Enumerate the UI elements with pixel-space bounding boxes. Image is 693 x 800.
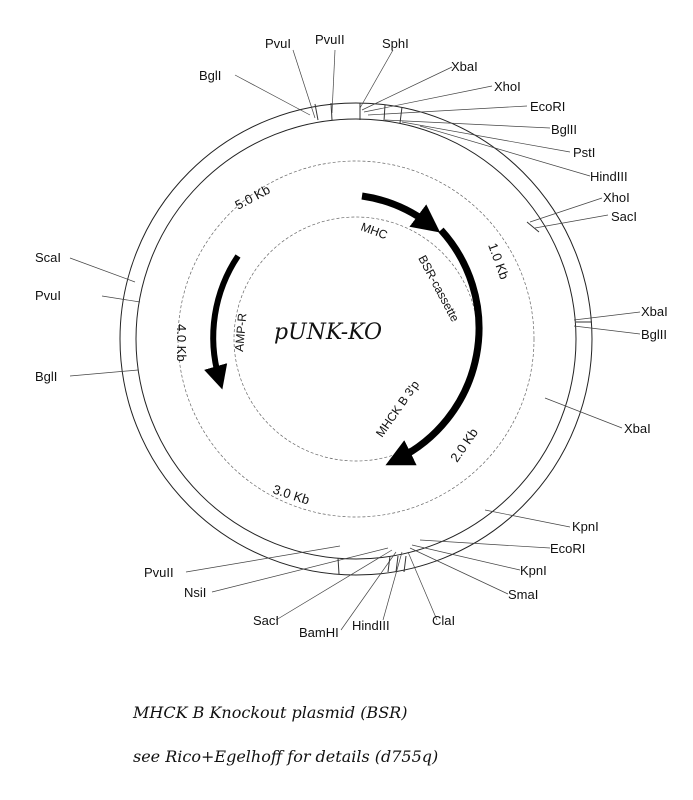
site-ticks	[314, 102, 592, 575]
site-label-saci-1: SacI	[611, 209, 637, 224]
scale-ring	[177, 160, 535, 518]
mhc-arrow	[361, 192, 441, 233]
site-label-pvui-left: PvuI	[35, 288, 61, 303]
site-label-hindiii-1: HindIII	[590, 169, 628, 184]
site-label-saci-2: SacI	[253, 613, 279, 628]
site-label-bamhi: BamHI	[299, 625, 339, 640]
site-label-clai: ClaI	[432, 613, 455, 628]
site-label-pvuii-top: PvuII	[315, 32, 345, 47]
site-label-xbai-2: XbaI	[641, 304, 668, 319]
site-label-hindiii-2: HindIII	[352, 618, 390, 633]
feature-label-amp-r: AMP-R	[232, 312, 249, 352]
site-label-kpni-1: KpnI	[572, 519, 599, 534]
bsr-cassette-arrow	[385, 227, 483, 466]
site-label-bglii-2: BglII	[641, 327, 667, 342]
outer-ring-outer	[119, 102, 593, 576]
scale-label-2kb: 2.0 Kb	[447, 425, 481, 464]
site-label-pvuii-bottom: PvuII	[144, 565, 174, 580]
site-label-xbai-1: XbaI	[451, 59, 478, 74]
amp-r-arrow	[204, 254, 241, 390]
note-line-2: see Rico+Egelhoff for details (d755q)	[133, 747, 438, 766]
site-label-ecori-1: EcoRI	[530, 99, 565, 114]
site-label-bgli-top: BglI	[199, 68, 221, 83]
feature-label-mhc: MHC	[359, 220, 390, 243]
site-label-ecori-2: EcoRI	[550, 541, 585, 556]
plasmid-name: pUNK-KO	[274, 320, 382, 345]
site-label-sphi: SphI	[382, 36, 409, 51]
scale-label-4kb: 4.0 Kb	[174, 324, 189, 362]
feature-label-mhck-b: MHCK B 3'p	[373, 378, 422, 440]
site-label-bgli-left: BglI	[35, 369, 57, 384]
feature-label-bsr-cassette: BSR-cassette	[415, 253, 462, 325]
site-label-xhoi-2: XhoI	[603, 190, 630, 205]
site-label-smai: SmaI	[508, 587, 538, 602]
site-label-pvui-top: PvuI	[265, 36, 291, 51]
scale-label-3kb: 3.0 Kb	[271, 482, 311, 508]
site-label-bglii-1: BglII	[551, 122, 577, 137]
scale-label-5kb: 5.0 Kb	[232, 182, 272, 213]
site-label-xhoi-1: XhoI	[494, 79, 521, 94]
site-label-xbai-3: XbaI	[624, 421, 651, 436]
site-label-kpni-2: KpnI	[520, 563, 547, 578]
note-line-1: MHCK B Knockout plasmid (BSR)	[132, 703, 407, 722]
site-label-nsii: NsiI	[184, 585, 206, 600]
outer-ring-inner	[135, 118, 577, 560]
site-label-psti: PstI	[573, 145, 595, 160]
site-label-scai: ScaI	[35, 250, 61, 265]
